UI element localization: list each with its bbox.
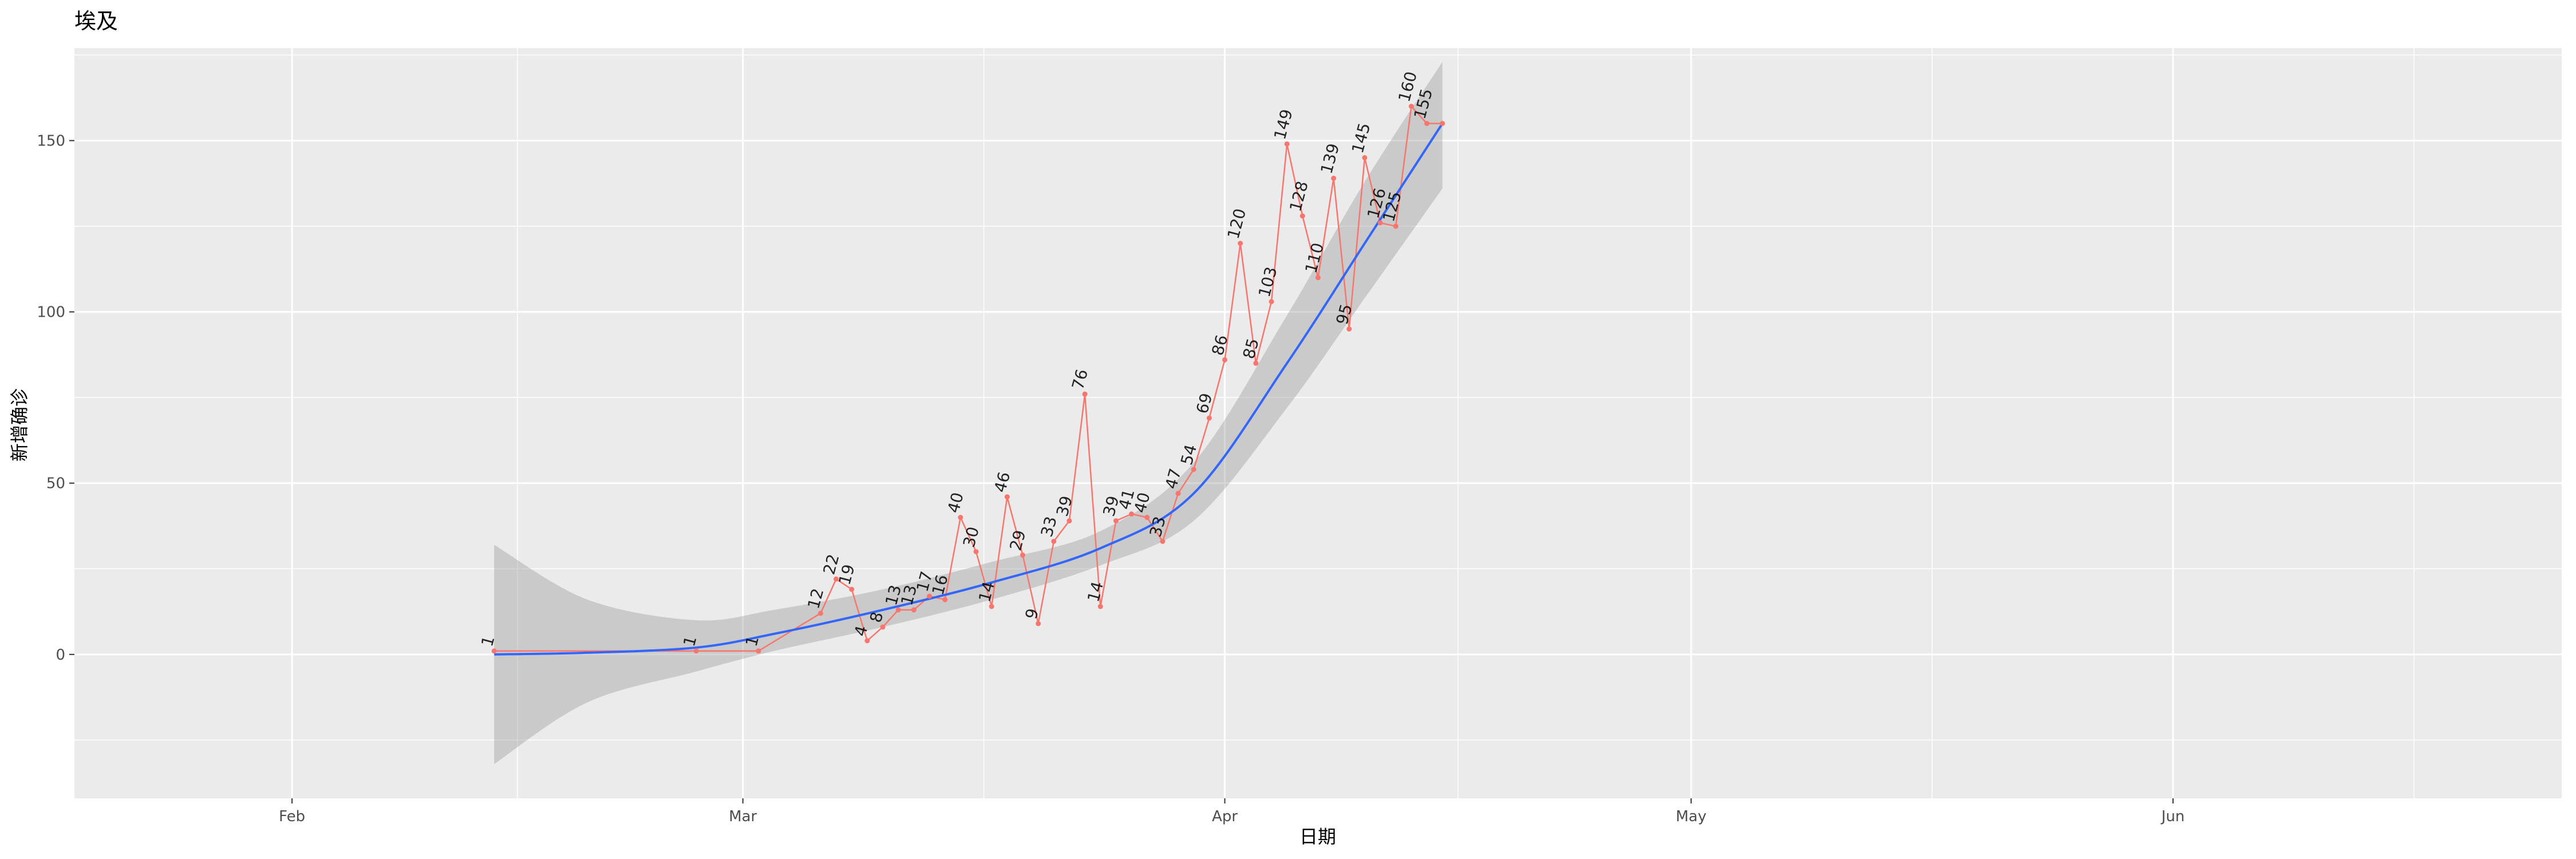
data-point [911,607,916,613]
data-point [491,648,497,654]
data-point [1082,391,1088,397]
y-axis-title: 新增确诊 [9,388,30,462]
data-point [1315,275,1321,281]
data-point [895,607,901,613]
data-point [1097,604,1103,609]
grid-major-y [74,140,2562,656]
data-point [1408,104,1414,109]
y-tick-label: 50 [46,475,65,492]
data-point [1331,175,1337,181]
data-point [1393,223,1398,229]
data-point [756,648,761,654]
x-tick-label: Feb [279,808,305,825]
y-axis-ticks: 0 50 100 150 [37,133,74,664]
chart-title: 埃及 [74,9,118,34]
data-point [1238,241,1243,246]
data-point [1377,220,1383,226]
data-point [1144,514,1150,520]
data-point [1284,141,1290,147]
data-point [1191,467,1196,472]
data-point [880,624,886,630]
x-tick-label: Mar [729,808,757,825]
data-points [491,104,1445,654]
data-point [693,648,699,654]
data-point [1424,121,1430,127]
x-axis-ticks: Feb Mar Apr May Jun [279,798,2184,825]
data-point [1113,518,1119,523]
y-tick-label: 150 [37,133,65,150]
x-tick-label: May [1676,808,1706,825]
data-point [973,549,979,554]
smooth-trend-line [494,123,1444,656]
data-point [1440,121,1445,127]
smooth-confidence-band [494,61,1443,765]
data-point [958,514,963,520]
data-point [1269,299,1274,305]
y-tick-label: 100 [37,304,65,321]
data-point [1066,518,1072,523]
data-point [1346,326,1352,332]
data-labels: 1 1 11222194813131716403014462993339761439… [477,69,1436,648]
data-point [1175,491,1181,497]
data-point [833,576,839,582]
data-point [818,610,823,616]
x-axis-title: 日期 [1299,826,1336,848]
y-tick-label: 0 [56,647,65,664]
x-tick-label: Apr [1212,808,1238,825]
plot-panel [74,48,2562,798]
data-point [1129,511,1135,517]
data-point [1004,494,1010,500]
data-point [1362,155,1368,160]
data-point [849,586,855,592]
data-point [942,597,948,602]
data-point [1222,357,1228,362]
data-point [1253,360,1259,366]
data-point [1160,538,1165,544]
data-point [989,604,994,609]
series-line [494,104,1443,652]
data-point [864,638,870,644]
grid-major-x [291,48,2174,798]
data-point [1036,621,1041,626]
grid-minor-y [74,54,2562,741]
data-point [1299,213,1305,219]
data-point [927,593,933,599]
data-point [1051,538,1057,544]
grid-minor-x [517,48,2415,798]
x-tick-label: Jun [2160,808,2185,825]
data-point [1020,552,1026,558]
data-point [1206,415,1212,421]
